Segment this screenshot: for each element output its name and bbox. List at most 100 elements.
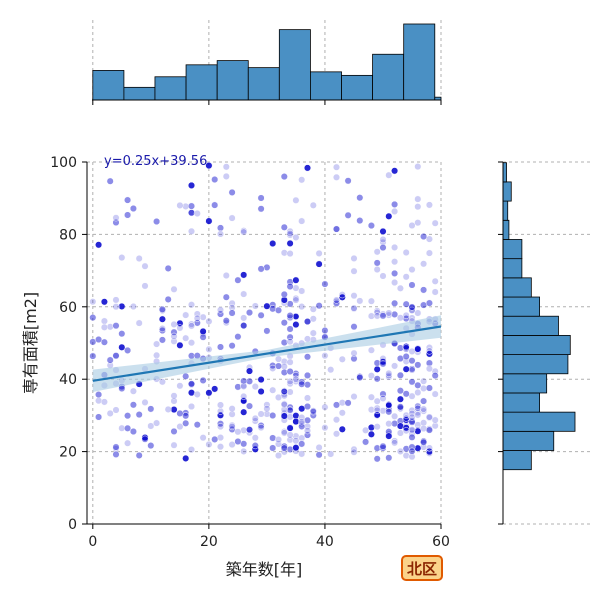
scatter-point: [141, 435, 149, 443]
scatter-point: [280, 412, 288, 420]
region-badge: 北区: [401, 555, 443, 581]
scatter-point: [379, 360, 387, 368]
scatter-point: [303, 381, 312, 389]
scatter-point: [164, 405, 172, 413]
scatter-point: [309, 201, 317, 209]
scatter-point: [216, 411, 225, 419]
scatter-point: [240, 408, 248, 416]
scatter-point: [124, 196, 132, 204]
scatter-point: [240, 447, 248, 455]
scatter-point: [240, 377, 248, 385]
scatter-point: [321, 403, 329, 411]
scatter-point: [245, 377, 254, 385]
scatter-point: [187, 320, 196, 328]
scatter-point: [431, 422, 439, 430]
scatter-point: [182, 409, 190, 417]
scatter-point: [211, 435, 219, 443]
scatter-point: [367, 406, 375, 414]
scatter-point: [315, 260, 323, 268]
scatter-point: [280, 442, 288, 450]
scatter-point: [257, 205, 265, 213]
scatter-point: [402, 411, 410, 419]
scatter-point: [298, 413, 306, 422]
scatter-point: [280, 338, 288, 347]
scatter-point: [344, 177, 352, 185]
scatter-point: [141, 282, 149, 290]
scatter-point: [286, 239, 294, 247]
scatter-point: [240, 290, 248, 298]
scatter-point: [170, 320, 178, 328]
right-hist-bar: [502, 296, 540, 317]
scatter-point: [263, 327, 271, 335]
scatter-point: [402, 300, 410, 308]
scatter-point: [396, 403, 404, 411]
scatter-point: [408, 433, 416, 441]
scatter-point: [245, 426, 254, 434]
scatter-point: [286, 413, 294, 421]
scatter-point: [420, 419, 428, 427]
scatter-point: [367, 393, 375, 401]
scatter-point: [280, 362, 288, 371]
scatter-point: [286, 380, 294, 388]
scatter-point: [280, 392, 288, 400]
scatter-point: [431, 288, 439, 296]
scatter-point: [89, 352, 97, 360]
scatter-point: [367, 430, 375, 438]
scatter-point: [193, 209, 201, 218]
scatter-point: [118, 254, 126, 262]
scatter-point: [391, 278, 399, 287]
scatter-point: [379, 310, 387, 318]
scatter-point: [385, 212, 393, 220]
scatter-point: [309, 407, 317, 415]
scatter-point: [211, 175, 219, 184]
scatter-point: [414, 163, 422, 171]
scatter-point: [251, 442, 259, 450]
scatter-point: [118, 302, 126, 310]
scatter-point: [286, 325, 294, 333]
scatter-point: [408, 453, 416, 461]
scatter-point: [228, 342, 236, 350]
scatter-point: [228, 423, 236, 431]
scatter-point: [251, 417, 259, 425]
scatter-point: [332, 296, 341, 304]
scatter-point: [362, 426, 370, 434]
scatter-point: [379, 407, 387, 415]
scatter-point: [298, 378, 306, 386]
scatter-point: [187, 322, 196, 330]
right-hist-bar: [502, 315, 559, 336]
scatter-point: [414, 444, 422, 452]
scatter-point: [170, 406, 178, 414]
scatter-point: [112, 352, 120, 360]
right-hist-bar: [502, 219, 510, 240]
right-hist-bar: [502, 392, 540, 413]
scatter-point: [205, 389, 213, 397]
scatter-point: [263, 263, 271, 271]
scatter-point: [431, 416, 439, 424]
scatter-point: [263, 302, 271, 310]
scatter-point: [269, 434, 277, 442]
top-hist-bar: [310, 71, 342, 101]
scatter-point: [187, 389, 196, 397]
scatter-point: [350, 267, 358, 275]
scatter-point: [269, 444, 277, 452]
scatter-point: [182, 202, 190, 210]
scatter-point: [420, 405, 428, 413]
scatter-point: [391, 258, 399, 266]
x-tick-label: 20: [200, 534, 218, 550]
scatter-point: [431, 219, 439, 227]
top-hist-bar: [372, 53, 405, 101]
scatter-point: [298, 303, 306, 311]
scatter-point: [420, 384, 428, 392]
right-histogram: [498, 161, 590, 525]
scatter-point: [425, 448, 433, 456]
scatter-point: [402, 248, 410, 257]
scatter-point: [240, 322, 248, 330]
scatter-point: [298, 176, 306, 184]
scatter-point: [112, 296, 120, 304]
scatter-point: [373, 397, 381, 405]
scatter-point: [420, 232, 428, 241]
scatter-point: [303, 371, 312, 379]
scatter-point: [100, 398, 108, 406]
scatter-point: [158, 325, 166, 333]
scatter-point: [408, 443, 416, 451]
